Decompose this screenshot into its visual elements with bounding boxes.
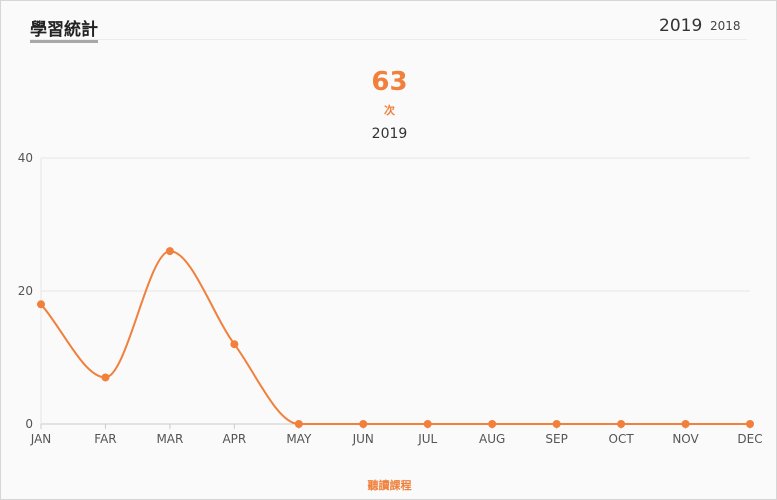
- x-tick-label: NOV: [672, 432, 699, 446]
- data-point-aug[interactable]: [488, 420, 497, 428]
- y-tick-label: 20: [18, 284, 33, 298]
- x-tick-label: JUN: [352, 432, 374, 446]
- year-tab-2018[interactable]: 2018: [710, 19, 741, 33]
- x-tick-label: JAN: [30, 432, 52, 446]
- title-underline: [30, 40, 98, 43]
- chart-title: 2019: [371, 126, 408, 142]
- x-tick-label: SEP: [545, 432, 567, 446]
- x-tick-label: JUL: [417, 432, 437, 446]
- y-tick-label: 0: [25, 417, 33, 431]
- x-tick-label: DEC: [737, 432, 762, 446]
- line-layer: [40, 250, 750, 426]
- axis-layer: [40, 158, 751, 429]
- x-tick-label: AUG: [479, 432, 505, 446]
- x-tick-label: MAR: [156, 432, 183, 446]
- x-tick-label: FAR: [94, 432, 116, 446]
- header-divider: [30, 39, 747, 40]
- data-point-oct[interactable]: [617, 420, 626, 428]
- data-point-dec[interactable]: [746, 420, 754, 428]
- legend-item-series[interactable]: 聽讀課程: [367, 479, 412, 492]
- grid-layer: [41, 157, 750, 425]
- panel-title: 學習統計: [30, 20, 98, 40]
- year-tab-2019[interactable]: 2019: [659, 16, 703, 36]
- data-point-may[interactable]: [294, 420, 303, 428]
- y-tick-label: 40: [18, 151, 33, 165]
- series-line: [40, 250, 750, 426]
- data-point-apr[interactable]: [230, 340, 239, 349]
- total-count-unit: 次: [384, 104, 395, 117]
- data-point-sep[interactable]: [552, 420, 561, 428]
- x-tick-label: OCT: [609, 432, 635, 446]
- point-layer: [37, 247, 754, 428]
- x-tick-label: MAY: [286, 432, 312, 446]
- x-tick-label: APR: [222, 432, 246, 446]
- data-point-mar[interactable]: [165, 247, 174, 256]
- label-layer: 0 20 40 JAN FAR MAR APR MAY JUN JUL AUG SEP OCT NOV DE…: [18, 151, 763, 446]
- data-point-far[interactable]: [101, 373, 110, 382]
- data-point-jun[interactable]: [359, 420, 368, 428]
- total-count: 63: [371, 67, 408, 97]
- data-point-jan[interactable]: [37, 300, 45, 309]
- data-point-jul[interactable]: [423, 420, 432, 428]
- data-point-nov[interactable]: [681, 420, 690, 428]
